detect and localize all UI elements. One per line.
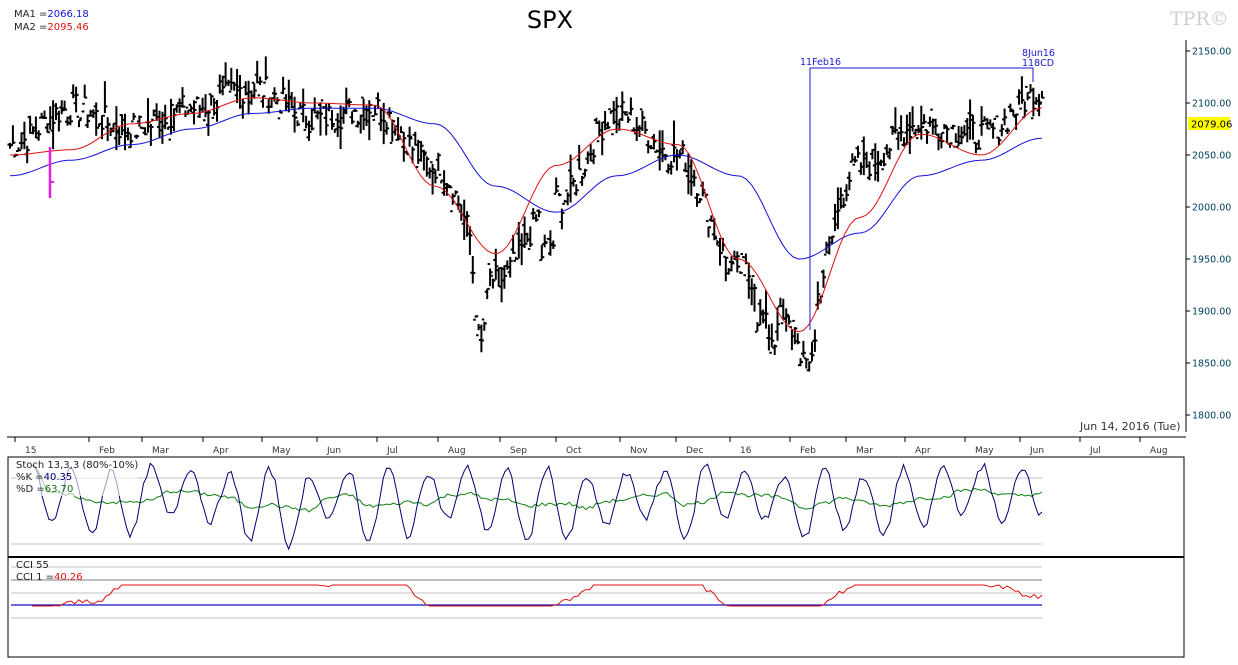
svg-text:Jun: Jun <box>1029 446 1044 456</box>
ma1-label: MA1 = <box>14 9 48 20</box>
time-x-axis: 15 Feb Mar Apr May Jun Jul Aug Sep Oct Nov Dec 16 Feb… <box>7 436 1186 456</box>
svg-text:Jun: Jun <box>326 446 341 456</box>
tpr-logo: TPR© <box>1170 8 1229 30</box>
cci-title: CCI 55 <box>16 560 49 571</box>
svg-text:2150.00: 2150.00 <box>1192 47 1231 58</box>
highlight-bar <box>48 147 54 198</box>
svg-text:Aug: Aug <box>448 446 466 456</box>
ma1-legend-row: MA1 =2066.18 <box>14 8 89 21</box>
svg-text:Feb: Feb <box>800 446 816 456</box>
svg-text:Jul: Jul <box>1089 446 1101 456</box>
svg-text:Aug: Aug <box>1150 446 1168 456</box>
svg-text:16: 16 <box>740 446 752 456</box>
cci-pane <box>7 556 1185 658</box>
stoch-k-line <box>31 462 1043 551</box>
stoch-d-row: %D =63.70 <box>16 484 138 496</box>
svg-text:2050.00: 2050.00 <box>1192 151 1231 162</box>
ma2-legend-row: MA2 =2095.46 <box>14 21 89 34</box>
stoch-pane <box>7 456 1185 558</box>
svg-text:Jul: Jul <box>386 446 398 456</box>
stoch-k-label: %K = <box>16 472 44 483</box>
ma1-line <box>9 107 1043 260</box>
price-y-axis: 2150.00 2100.00 2050.00 2000.00 1950.00 1900.… <box>1185 40 1231 432</box>
chart-title: SPX <box>526 6 574 34</box>
cci1-label: CCI 1 = <box>16 572 55 583</box>
cycle-end-date-label: 8Jun16 <box>1022 48 1055 59</box>
svg-text:15: 15 <box>25 446 36 456</box>
last-price-value: 2079.06 <box>1191 120 1232 131</box>
cci1-row: CCI 1 =40.26 <box>16 572 83 584</box>
last-price-tag <box>1188 117 1230 130</box>
svg-text:Mar: Mar <box>152 446 169 456</box>
ma2-line <box>9 97 1043 333</box>
svg-text:1950.00: 1950.00 <box>1192 255 1231 266</box>
ma-legend: MA1 =2066.18 MA2 =2095.46 <box>14 8 89 34</box>
stoch-d-line <box>31 464 1043 513</box>
svg-text:Apr: Apr <box>915 446 931 456</box>
svg-text:2000.00: 2000.00 <box>1192 203 1231 214</box>
cycle-length-label: 118CD <box>1022 58 1054 69</box>
stoch-k-row: %K =40.35 <box>16 472 138 484</box>
stoch-legend: Stoch 13,3,3 (80%-10%) %K =40.35 %D =63.… <box>16 460 139 496</box>
svg-text:May: May <box>975 446 994 456</box>
svg-text:Oct: Oct <box>566 446 582 456</box>
stoch-title: Stoch 13,3,3 (80%-10%) <box>16 460 139 471</box>
svg-text:Sep: Sep <box>510 446 527 456</box>
ma1-value: 2066.18 <box>47 9 89 20</box>
stoch-d-value: 63.70 <box>44 484 74 495</box>
svg-text:Apr: Apr <box>213 446 229 456</box>
stoch-d-label: %D = <box>16 484 45 495</box>
svg-text:Dec: Dec <box>686 446 703 456</box>
svg-text:2100.00: 2100.00 <box>1192 99 1231 110</box>
cycle-start-label: 11Feb16 <box>800 57 841 68</box>
svg-text:Feb: Feb <box>99 446 115 456</box>
cci-legend: CCI 55 CCI 1 =40.26 <box>16 560 83 584</box>
ma2-value: 2095.46 <box>47 22 89 33</box>
stoch-k-value: 40.35 <box>43 472 73 483</box>
svg-text:1900.00: 1900.00 <box>1192 307 1231 318</box>
cci1-value: 40.26 <box>54 572 83 583</box>
cci-line <box>32 584 1043 607</box>
svg-text:Nov: Nov <box>630 446 648 456</box>
ma2-label: MA2 = <box>14 22 48 33</box>
svg-text:May: May <box>272 446 291 456</box>
price-bars <box>7 56 1045 372</box>
cycle-bracket <box>809 67 1034 330</box>
svg-text:1800.00: 1800.00 <box>1192 411 1231 422</box>
current-date-label: Jun 14, 2016 (Tue) <box>1080 420 1181 433</box>
svg-text:1850.00: 1850.00 <box>1192 359 1231 370</box>
svg-text:Mar: Mar <box>856 446 873 456</box>
